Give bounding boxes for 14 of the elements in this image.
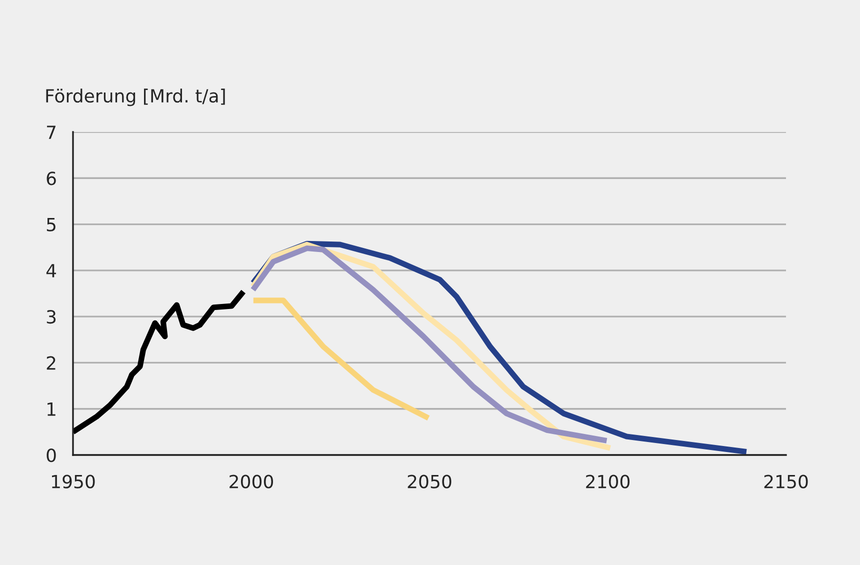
x-tick-label: 1950: [52, 474, 95, 488]
y-tick-label: 4: [46, 264, 56, 278]
x-tick-label: 2150: [764, 474, 808, 488]
y-tick-label: 5: [46, 218, 56, 232]
y-tick-label: 6: [46, 172, 56, 186]
y-tick-label: 1: [48, 402, 56, 416]
x-tick-label: 2050: [408, 474, 452, 488]
x-tick-label: 2100: [586, 474, 630, 488]
y-axis-title: Förderung [Mrd. t/a]: [46, 88, 225, 106]
x-tick-label: 2000: [230, 474, 274, 488]
y-tick-label: 7: [47, 126, 56, 139]
y-tick-label: 2: [46, 356, 56, 370]
y-tick-label: 3: [46, 310, 56, 324]
y-tick-label: 0: [46, 448, 56, 462]
